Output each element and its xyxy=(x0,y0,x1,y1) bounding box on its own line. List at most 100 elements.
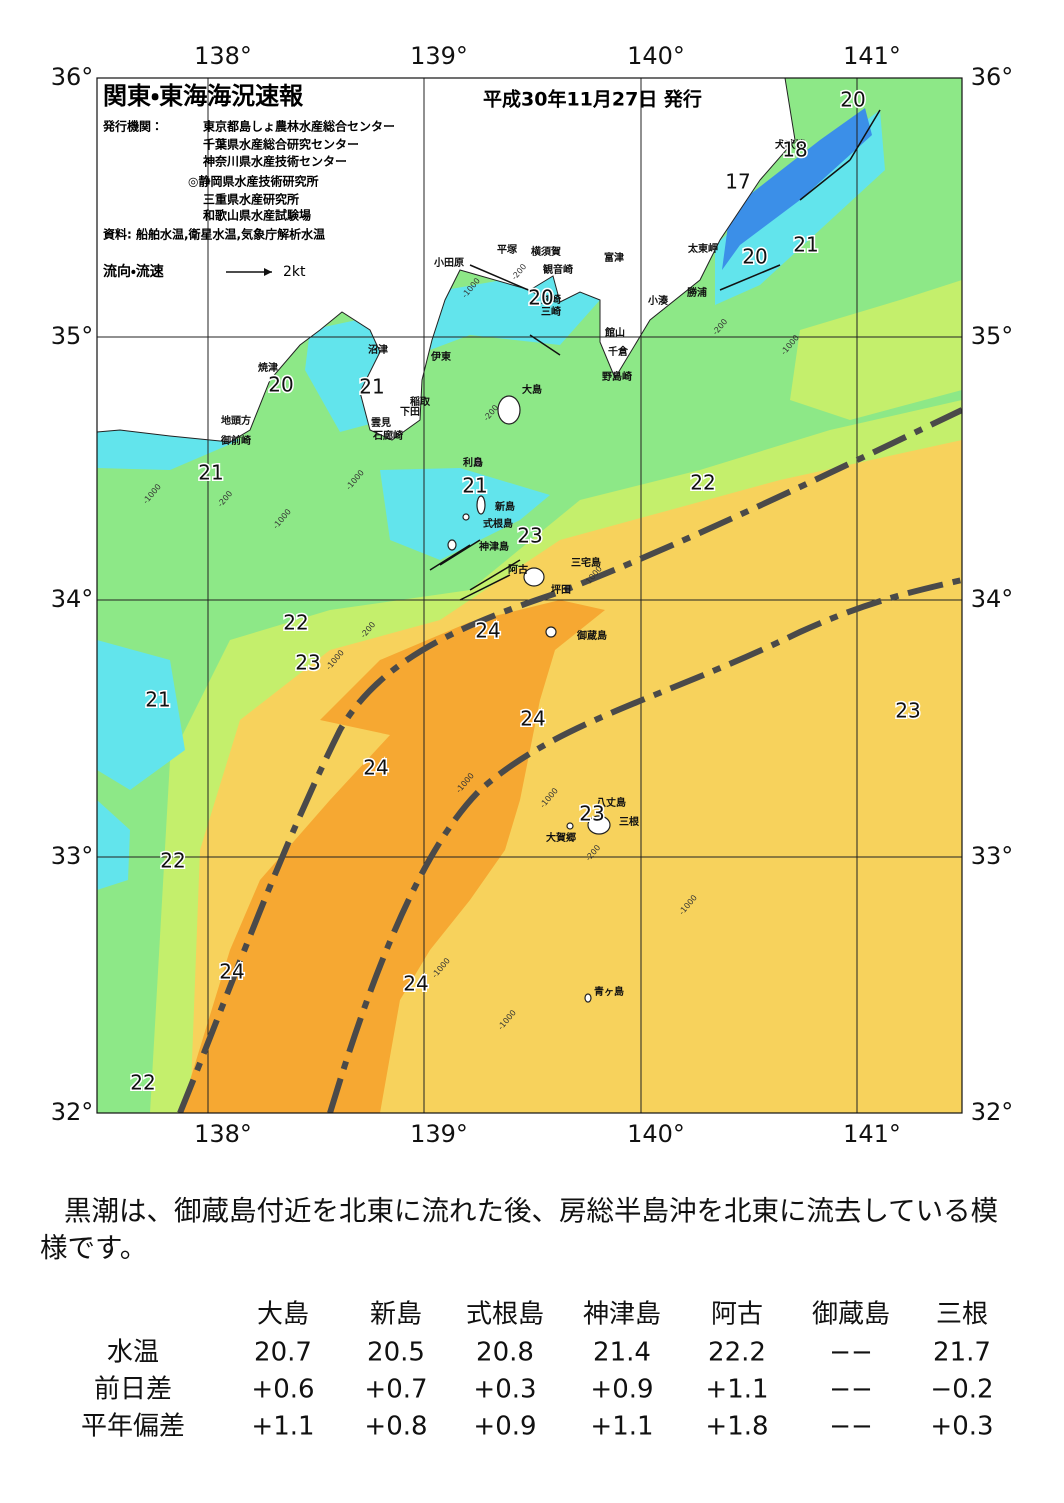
isotherm-label: 22 xyxy=(283,611,308,635)
legend xyxy=(226,268,272,276)
isotherm-label: 21 xyxy=(198,461,223,485)
table-header: 式根島 xyxy=(466,1300,544,1330)
table-cell: +1.8 xyxy=(705,1412,768,1442)
place-label: 青ヶ島 xyxy=(594,985,624,998)
table-cell: 20.8 xyxy=(476,1338,534,1368)
isotherm-label: 24 xyxy=(403,972,428,996)
place-label: 神津島 xyxy=(478,540,509,553)
table-cell: 20.5 xyxy=(367,1338,425,1368)
place-label: 石廊崎 xyxy=(372,429,403,442)
islands xyxy=(447,395,611,1003)
table-cell: 20.7 xyxy=(254,1338,312,1368)
table-cell: +0.3 xyxy=(930,1412,993,1442)
place-label: 観音崎 xyxy=(543,263,573,276)
legend-scale: 2kt xyxy=(283,264,306,280)
table-header: 御蔵島 xyxy=(812,1300,890,1330)
sea-cyan xyxy=(97,420,240,470)
table-cell: +0.7 xyxy=(364,1375,427,1405)
table-cell: +0.9 xyxy=(590,1375,653,1405)
lon-label: 141° xyxy=(843,42,901,70)
isotherm-label: 23 xyxy=(579,802,604,826)
date: 平成30年11月27日 発行 xyxy=(483,88,702,111)
sea-cyan xyxy=(97,800,130,890)
place-label: 勝浦 xyxy=(687,286,707,299)
frame xyxy=(96,77,963,1114)
place-label: 利島 xyxy=(463,456,483,469)
table-cell: 22.2 xyxy=(708,1338,766,1368)
place-label: 御蔵島 xyxy=(576,629,607,642)
place-label: 八丈島 xyxy=(596,796,626,809)
isotherm-label: 18 xyxy=(782,138,807,162)
issuer-label: 発行機関： xyxy=(102,119,163,134)
place-label: 新島 xyxy=(494,500,515,513)
table-header: 大島 xyxy=(257,1300,309,1330)
place-label: 横須賀 xyxy=(531,245,561,258)
issuer: 三重県水産研究所 xyxy=(203,192,299,207)
isotherm-label: 23 xyxy=(517,524,542,548)
issuer: 千葉県水産総合研究センター xyxy=(203,137,359,152)
lon-label: 140° xyxy=(627,1120,685,1148)
current-vectors xyxy=(429,109,881,601)
place-label: 千倉 xyxy=(608,345,629,358)
place-label: 雲見 xyxy=(371,417,391,429)
isotherm-label: 22 xyxy=(130,1071,155,1095)
place-label: 下田 xyxy=(400,406,420,418)
table-header: 阿古 xyxy=(711,1300,763,1330)
issuer: ◎静岡県水産技術研究所 xyxy=(188,174,318,189)
lon-label: 141° xyxy=(843,1120,901,1148)
isotherm-label: 24 xyxy=(219,960,244,984)
issuer: 神奈川県水産技術センター xyxy=(202,154,347,169)
table-cell: −− xyxy=(829,1375,873,1405)
lat-label: 36° xyxy=(971,63,1014,91)
lat-label: 36° xyxy=(51,63,94,91)
isotherm-label: 22 xyxy=(160,849,185,873)
row-label: 水温 xyxy=(107,1338,159,1368)
place-label: 三宅島 xyxy=(571,556,601,569)
isotherm-label: 24 xyxy=(475,619,500,643)
isotherm-label: 21 xyxy=(145,688,170,712)
kuroshio-axis xyxy=(177,407,962,1113)
lat-label: 33° xyxy=(971,842,1014,870)
isotherm-label: 20 xyxy=(742,245,767,269)
place-label: 焼津 xyxy=(258,361,278,374)
place-label: 平塚 xyxy=(497,243,518,256)
table-cell: +1.1 xyxy=(590,1412,653,1442)
isotherm-label: 22 xyxy=(690,471,715,495)
place-label: 伊東 xyxy=(430,350,451,363)
table-cell: +1.1 xyxy=(705,1375,768,1405)
isotherm-label: 17 xyxy=(725,170,750,194)
lon-label: 139° xyxy=(410,42,468,70)
isotherm-label: 24 xyxy=(363,756,388,780)
issuer: 和歌山県水産試験場 xyxy=(202,208,311,223)
place-label: 太東岬 xyxy=(687,242,718,255)
place-label: 御前崎 xyxy=(220,434,251,447)
map-area xyxy=(97,78,962,1113)
place-label: 富津 xyxy=(604,251,624,264)
isotherm-label: 21 xyxy=(359,375,384,399)
table-cell: −− xyxy=(829,1412,873,1442)
table-header: 新島 xyxy=(370,1300,422,1330)
place-label: 剣崎 xyxy=(540,293,561,306)
comment: 黒潮は、御蔵島付近を北東に流れた後、房総半島沖を北東に流去している模様です。 xyxy=(40,1195,999,1264)
land xyxy=(97,78,796,443)
place-label: 地頭方 xyxy=(221,414,251,427)
table-header: 三根 xyxy=(936,1300,988,1330)
lon-label: 138° xyxy=(194,1120,252,1148)
place-label: 大賀郷 xyxy=(546,831,576,844)
place-label: 三崎 xyxy=(541,305,561,318)
place-label: 小田原 xyxy=(433,256,464,269)
lat-label: 32° xyxy=(51,1098,94,1126)
lat-label: 35° xyxy=(51,322,94,350)
table-cell: +0.6 xyxy=(251,1375,314,1405)
table-cell: +0.9 xyxy=(473,1412,536,1442)
table-cell: 21.7 xyxy=(933,1338,991,1368)
isotherm-label: 23 xyxy=(295,651,320,675)
lon-label: 138° xyxy=(194,42,252,70)
table-cell: +0.8 xyxy=(364,1412,427,1442)
place-label: 稲取 xyxy=(410,395,431,408)
place-label: 沼津 xyxy=(368,343,388,356)
source: 資料: 船舶水温,衛星水温,気象庁解析水温 xyxy=(103,227,325,242)
lat-label: 34° xyxy=(51,585,94,613)
